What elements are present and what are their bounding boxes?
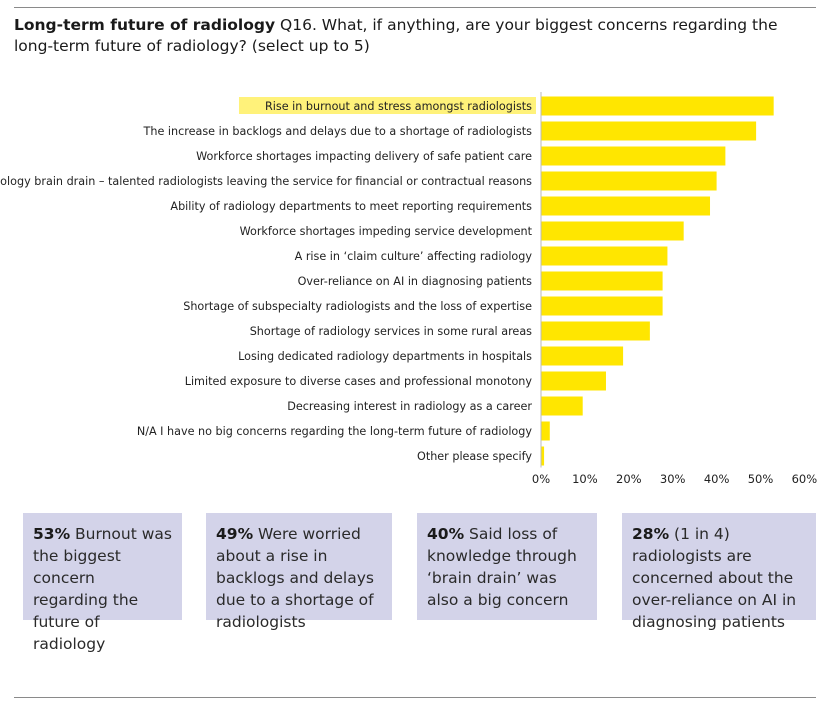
category-label: Limited exposure to diverse cases and pr… <box>185 375 533 388</box>
bar <box>541 396 583 416</box>
bar <box>541 121 757 141</box>
bar <box>541 146 726 166</box>
x-tick-label: 50% <box>748 472 774 486</box>
callout-brain-drain-text: Said loss of knowledge through ‘brain dr… <box>427 525 577 609</box>
bar <box>541 196 711 216</box>
callout-burnout-text: Burnout was the biggest concern regardin… <box>33 525 172 653</box>
x-tick-label: 0% <box>532 472 550 486</box>
callout-brain-drain: 40% Said loss of knowledge through ‘brai… <box>417 513 597 620</box>
bar <box>541 421 550 441</box>
bar <box>541 296 663 316</box>
callout-backlogs-stat: 49% <box>216 525 254 543</box>
category-label: Radiology brain drain – talented radiolo… <box>0 175 532 188</box>
callout-backlogs: 49% Were worried about a rise in backlog… <box>206 513 392 631</box>
x-tick-label: 60% <box>792 472 818 486</box>
category-label: Workforce shortages impeding service dev… <box>240 225 533 238</box>
bar <box>541 371 606 391</box>
category-label: Workforce shortages impacting delivery o… <box>196 150 532 163</box>
category-label: Over-reliance on AI in diagnosing patien… <box>298 275 533 288</box>
chart-title-text: Q16. What, if anything, are your biggest… <box>14 16 778 55</box>
bar <box>541 96 774 116</box>
category-label: The increase in backlogs and delays due … <box>143 125 533 138</box>
callout-burnout-stat: 53% <box>33 525 71 543</box>
callout-brain-drain-stat: 40% <box>427 525 465 543</box>
highlight-marker <box>238 97 536 114</box>
x-tick-label: 40% <box>704 472 730 486</box>
bar <box>541 446 545 466</box>
top-rule <box>14 7 816 8</box>
callout-burnout: 53% Burnout was the biggest concern rega… <box>23 513 182 653</box>
bar <box>541 321 650 341</box>
bar-chart: Rise in burnout and stress amongst radio… <box>0 92 818 486</box>
x-tick-label: 20% <box>616 472 642 486</box>
x-tick-label: 30% <box>660 472 686 486</box>
callout-ai-stat: 28% <box>632 525 670 543</box>
bottom-rule <box>14 697 816 698</box>
category-label: A rise in ‘claim culture’ affecting radi… <box>295 250 533 263</box>
category-label: Losing dedicated radiology departments i… <box>238 350 532 363</box>
callout-ai: 28% (1 in 4) radiologists are concerned … <box>622 513 816 631</box>
category-label: Decreasing interest in radiology as a ca… <box>287 400 532 413</box>
category-label: Ability of radiology departments to meet… <box>170 200 532 213</box>
bar <box>541 246 668 266</box>
chart-title: Long-term future of radiology Q16. What,… <box>14 15 814 57</box>
bar <box>541 271 663 291</box>
category-label: Shortage of radiology services in some r… <box>250 325 532 338</box>
x-tick-label: 10% <box>572 472 598 486</box>
chart-title-bold: Long-term future of radiology <box>14 16 276 34</box>
category-label: Other please specify <box>417 450 532 463</box>
category-label: Shortage of subspecialty radiologists an… <box>183 300 532 313</box>
callout-ai-text: (1 in 4) radiologists are concerned abou… <box>632 525 797 631</box>
bar <box>541 221 684 241</box>
bar <box>541 346 624 366</box>
category-label: N/A I have no big concerns regarding the… <box>137 425 533 438</box>
bar <box>541 171 717 191</box>
category-label: Rise in burnout and stress amongst radio… <box>265 100 532 113</box>
callout-backlogs-text: Were worried about a rise in backlogs an… <box>216 525 374 631</box>
